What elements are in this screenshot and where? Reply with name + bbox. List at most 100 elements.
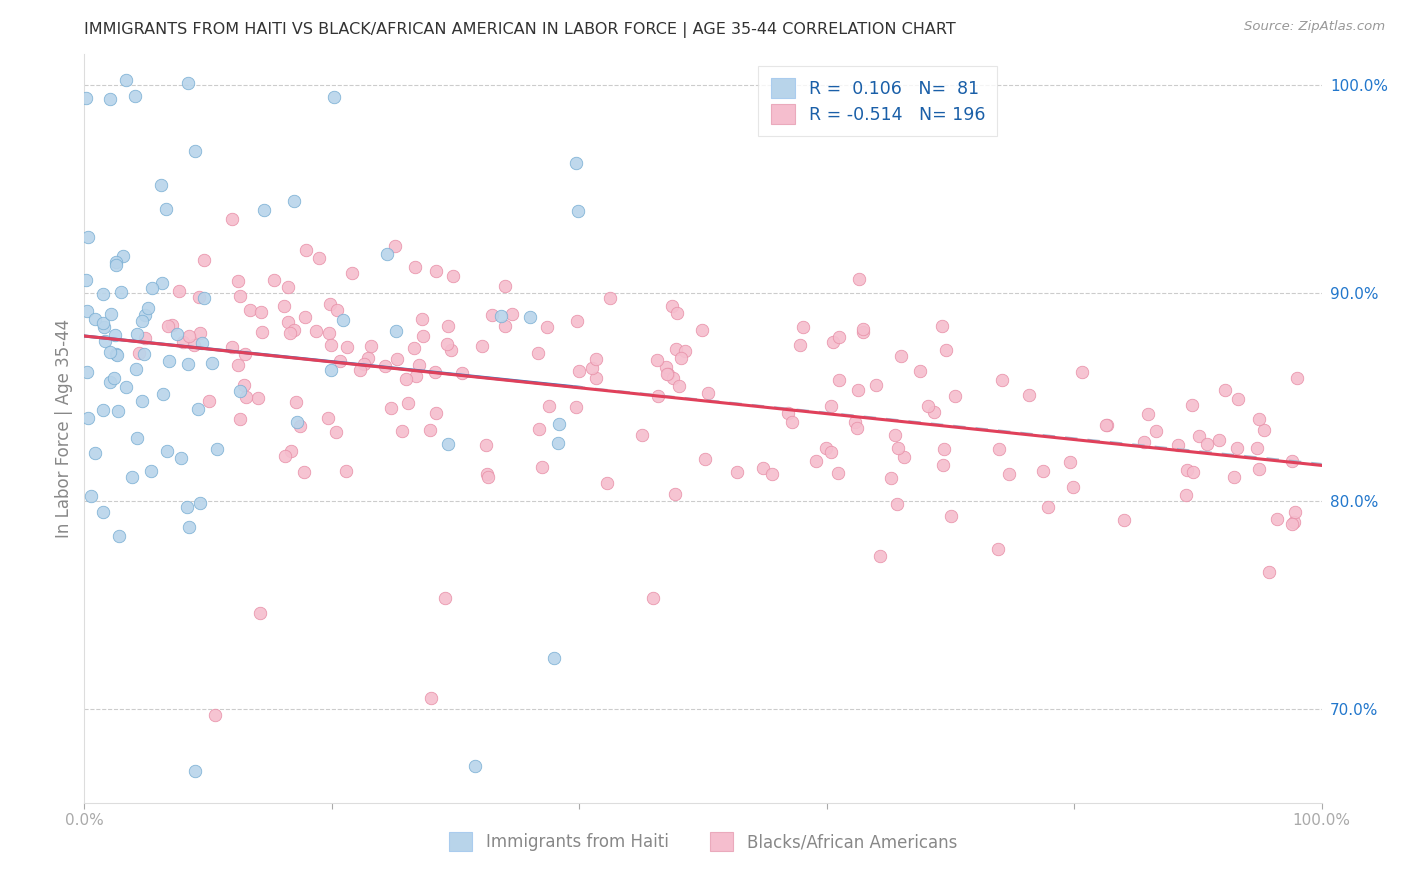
Point (987, 442, 1010, 456)
Point (1247, 462, 1270, 476)
Point (565, 401, 588, 415)
Point (157, 318, 180, 333)
Point (1284, 505, 1306, 519)
Point (91, 317, 114, 331)
Point (1208, 434, 1230, 448)
Point (664, 487, 686, 501)
Point (357, 351, 380, 365)
Point (184, 764, 207, 778)
Point (1281, 517, 1303, 532)
Point (229, 289, 252, 303)
Point (1267, 512, 1289, 526)
Point (647, 353, 669, 368)
Point (1258, 565, 1281, 579)
Point (384, 238, 406, 252)
Point (481, 308, 503, 322)
Point (893, 450, 915, 464)
Point (280, 444, 302, 458)
Point (80, 490, 103, 504)
Point (987, 541, 1010, 556)
Point (385, 324, 408, 338)
Point (662, 371, 685, 385)
Point (193, 253, 215, 268)
Point (585, 351, 607, 366)
Point (308, 251, 330, 265)
Point (827, 466, 849, 480)
Point (585, 371, 607, 385)
Point (340, 266, 363, 280)
Point (221, 340, 243, 354)
Point (815, 441, 838, 455)
Point (169, 284, 191, 298)
Point (567, 204, 589, 219)
Point (501, 307, 523, 321)
Point (284, 394, 307, 409)
Point (477, 470, 499, 484)
Point (846, 383, 869, 397)
Point (336, 340, 359, 354)
Point (105, 258, 128, 272)
Point (1070, 365, 1092, 379)
Y-axis label: In Labor Force | Age 35-44: In Labor Force | Age 35-44 (55, 318, 73, 538)
Point (247, 391, 270, 405)
Point (1213, 383, 1236, 397)
Point (75, 272, 97, 286)
Point (160, 318, 183, 332)
Point (179, 520, 201, 534)
Point (76, 365, 98, 379)
Point (828, 373, 851, 387)
Point (131, 313, 153, 327)
Point (197, 393, 219, 408)
Point (263, 273, 285, 287)
Point (380, 401, 402, 415)
Point (1182, 465, 1205, 479)
Point (845, 420, 868, 434)
Point (329, 354, 352, 368)
Point (910, 363, 932, 377)
Point (290, 418, 312, 433)
Point (935, 343, 957, 358)
Point (84, 446, 107, 460)
Point (420, 691, 443, 706)
Point (804, 454, 827, 468)
Point (233, 347, 256, 361)
Point (657, 367, 679, 381)
Point (134, 331, 156, 345)
Point (318, 326, 340, 341)
Point (124, 89, 146, 103)
Point (596, 475, 619, 490)
Point (277, 279, 299, 293)
Point (828, 330, 851, 344)
Point (349, 363, 371, 377)
Point (226, 359, 249, 373)
Point (228, 384, 250, 399)
Point (630, 427, 652, 442)
Point (761, 467, 783, 481)
Point (188, 496, 211, 510)
Point (1188, 428, 1211, 442)
Point (157, 354, 180, 368)
Point (239, 303, 262, 318)
Point (865, 377, 887, 392)
Point (103, 371, 125, 385)
Point (647, 389, 669, 403)
Point (152, 387, 174, 401)
Point (519, 310, 541, 325)
Point (375, 247, 398, 261)
Point (568, 364, 591, 378)
Text: Source: ZipAtlas.com: Source: ZipAtlas.com (1244, 20, 1385, 33)
Point (1181, 398, 1204, 412)
Point (436, 337, 458, 351)
Point (183, 338, 205, 352)
Point (536, 319, 558, 334)
Point (1195, 436, 1218, 450)
Point (941, 509, 963, 524)
Point (319, 296, 342, 310)
Point (205, 442, 228, 456)
Point (641, 591, 664, 606)
Point (887, 442, 910, 456)
Point (1174, 488, 1197, 502)
Point (136, 301, 159, 315)
Point (1133, 434, 1156, 449)
Point (1226, 441, 1249, 455)
